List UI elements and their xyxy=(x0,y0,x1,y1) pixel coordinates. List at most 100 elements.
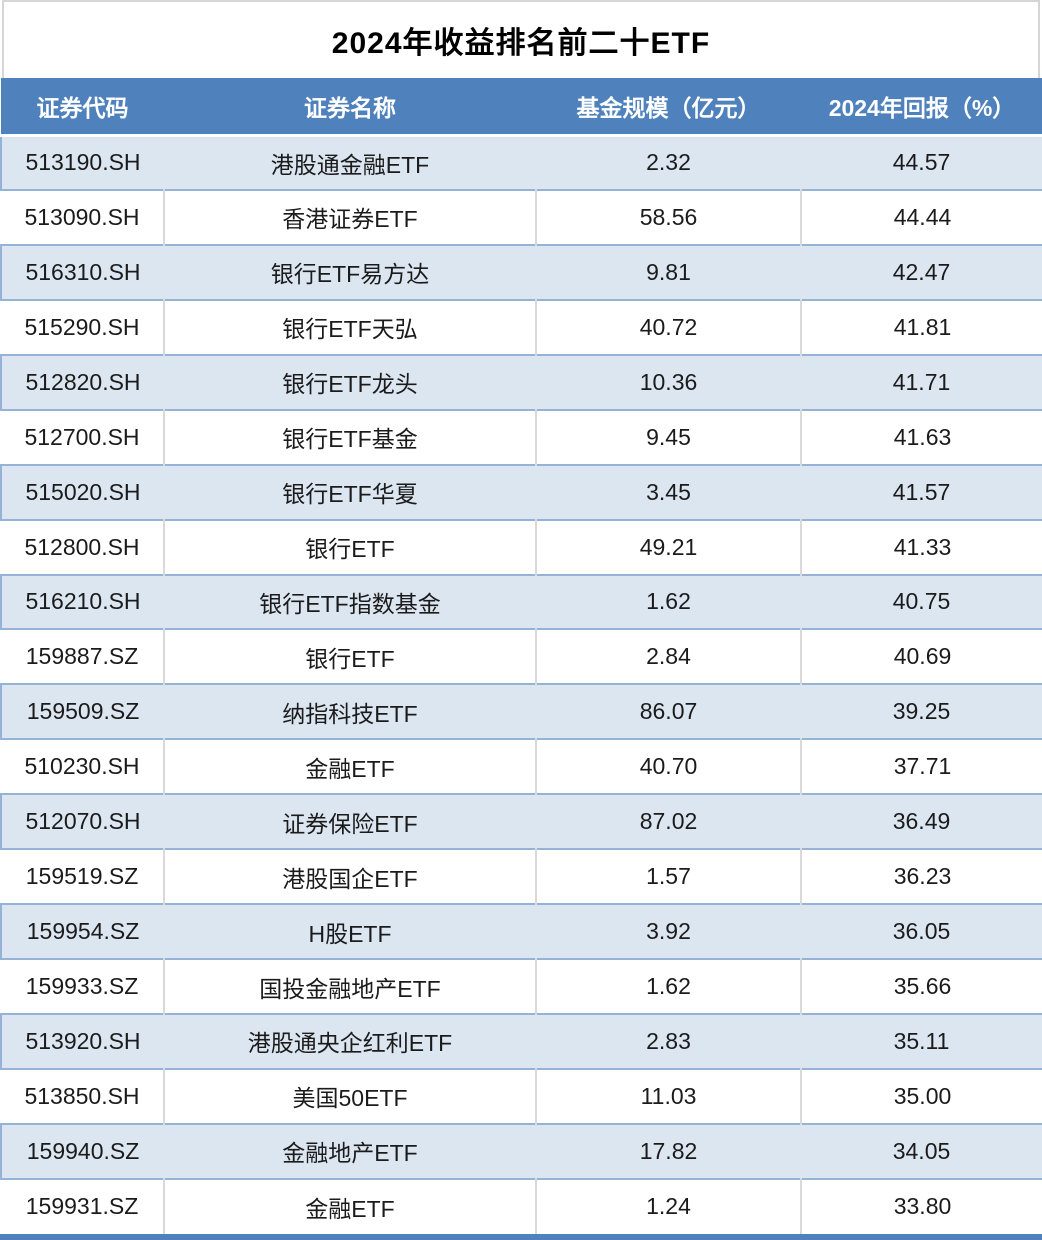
table-row: 516310.SH 银行ETF易方达 9.81 42.47 xyxy=(1,244,1042,300)
cell-return: 41.63 xyxy=(800,409,1042,465)
cell-size: 1.62 xyxy=(535,959,801,1014)
table-row: 512800.SH 银行ETF 49.21 41.33 xyxy=(1,519,1042,575)
table-body: 513190.SH 港股通金融ETF 2.32 44.57 513090.SH … xyxy=(1,135,1042,1234)
cell-size: 40.72 xyxy=(535,299,801,355)
cell-size: 2.83 xyxy=(536,1014,801,1069)
table-row: 512070.SH 证券保险ETF 87.02 36.49 xyxy=(1,794,1042,850)
table-header: 证券代码 证券名称 基金规模（亿元） 2024年回报（%） xyxy=(1,78,1042,135)
cell-code: 159887.SZ xyxy=(1,629,164,685)
cell-name: 银行ETF指数基金 xyxy=(164,574,536,630)
cell-return: 40.69 xyxy=(800,629,1042,685)
column-header-code: 证券代码 xyxy=(1,78,164,135)
cell-code: 513920.SH xyxy=(1,1014,164,1069)
table-row: 512700.SH 银行ETF基金 9.45 41.63 xyxy=(1,409,1042,465)
column-header-name: 证券名称 xyxy=(164,78,536,135)
table-row: 516210.SH 银行ETF指数基金 1.62 40.75 xyxy=(1,574,1042,630)
table-row: 515020.SH 银行ETF华夏 3.45 41.57 xyxy=(1,464,1042,520)
cell-code: 159931.SZ xyxy=(1,1178,164,1234)
cell-code: 516310.SH xyxy=(1,244,164,300)
table-row: 159509.SZ 纳指科技ETF 86.07 39.25 xyxy=(1,684,1042,740)
header-row: 证券代码 证券名称 基金规模（亿元） 2024年回报（%） xyxy=(1,78,1042,135)
title-box: 2024年收益排名前二十ETF xyxy=(2,0,1040,78)
cell-code: 515290.SH xyxy=(1,299,164,355)
table-row: 159931.SZ 金融ETF 1.24 33.80 xyxy=(1,1178,1042,1234)
cell-code: 159519.SZ xyxy=(1,849,164,905)
cell-code: 513850.SH xyxy=(1,1068,164,1124)
cell-name: 港股通金融ETF xyxy=(164,135,536,190)
cell-return: 42.47 xyxy=(801,244,1042,300)
cell-return: 36.05 xyxy=(801,904,1042,960)
cell-name: 银行ETF xyxy=(163,629,536,685)
table-row: 515290.SH 银行ETF天弘 40.72 41.81 xyxy=(1,299,1042,355)
cell-return: 37.71 xyxy=(800,739,1042,795)
cell-size: 1.24 xyxy=(535,1178,801,1234)
cell-name: 金融地产ETF xyxy=(164,1123,536,1179)
cell-return: 36.49 xyxy=(801,794,1042,850)
cell-return: 41.81 xyxy=(800,299,1042,355)
cell-name: 银行ETF易方达 xyxy=(164,244,536,300)
cell-code: 159940.SZ xyxy=(1,1123,164,1179)
cell-code: 159933.SZ xyxy=(1,959,164,1014)
cell-code: 512800.SH xyxy=(1,519,164,575)
etf-ranking-table: 证券代码 证券名称 基金规模（亿元） 2024年回报（%） 513190.SH … xyxy=(0,78,1042,1234)
cell-name: 银行ETF龙头 xyxy=(164,354,536,410)
cell-name: 港股通央企红利ETF xyxy=(164,1014,536,1069)
cell-size: 3.45 xyxy=(536,464,801,520)
cell-name: 国投金融地产ETF xyxy=(163,959,536,1014)
cell-code: 512820.SH xyxy=(1,354,164,410)
cell-size: 1.57 xyxy=(535,849,801,905)
cell-name: 金融ETF xyxy=(163,739,536,795)
cell-name: 港股国企ETF xyxy=(163,849,536,905)
cell-code: 515020.SH xyxy=(1,464,164,520)
cell-size: 2.32 xyxy=(536,135,801,190)
cell-size: 58.56 xyxy=(535,189,801,245)
cell-code: 510230.SH xyxy=(1,739,164,795)
cell-name: H股ETF xyxy=(164,904,536,960)
cell-return: 35.11 xyxy=(801,1014,1042,1069)
cell-code: 513090.SH xyxy=(1,189,164,245)
cell-size: 87.02 xyxy=(536,794,801,850)
cell-size: 11.03 xyxy=(535,1068,801,1124)
cell-code: 159954.SZ xyxy=(1,904,164,960)
cell-name: 银行ETF华夏 xyxy=(164,464,536,520)
table-row: 510230.SH 金融ETF 40.70 37.71 xyxy=(1,739,1042,795)
table-row: 512820.SH 银行ETF龙头 10.36 41.71 xyxy=(1,354,1042,410)
table-row: 159887.SZ 银行ETF 2.84 40.69 xyxy=(1,629,1042,685)
cell-size: 40.70 xyxy=(535,739,801,795)
column-header-size: 基金规模（亿元） xyxy=(536,78,801,135)
cell-code: 512700.SH xyxy=(1,409,164,465)
table-row: 513190.SH 港股通金融ETF 2.32 44.57 xyxy=(1,135,1042,190)
cell-size: 9.81 xyxy=(536,244,801,300)
cell-size: 86.07 xyxy=(536,684,801,740)
bottom-accent-bar xyxy=(0,1234,1042,1240)
table-row: 159519.SZ 港股国企ETF 1.57 36.23 xyxy=(1,849,1042,905)
cell-return: 40.75 xyxy=(801,574,1042,630)
table-row: 159933.SZ 国投金融地产ETF 1.62 35.66 xyxy=(1,959,1042,1014)
cell-name: 美国50ETF xyxy=(163,1068,536,1124)
table-row: 513090.SH 香港证券ETF 58.56 44.44 xyxy=(1,189,1042,245)
cell-size: 2.84 xyxy=(535,629,801,685)
cell-return: 36.23 xyxy=(800,849,1042,905)
cell-name: 纳指科技ETF xyxy=(164,684,536,740)
cell-size: 17.82 xyxy=(536,1123,801,1179)
cell-name: 银行ETF天弘 xyxy=(163,299,536,355)
cell-code: 512070.SH xyxy=(1,794,164,850)
table-row: 513850.SH 美国50ETF 11.03 35.00 xyxy=(1,1068,1042,1124)
cell-return: 35.66 xyxy=(800,959,1042,1014)
table-row: 513920.SH 港股通央企红利ETF 2.83 35.11 xyxy=(1,1014,1042,1069)
cell-return: 35.00 xyxy=(800,1068,1042,1124)
table-row: 159940.SZ 金融地产ETF 17.82 34.05 xyxy=(1,1123,1042,1179)
cell-code: 513190.SH xyxy=(1,135,164,190)
cell-size: 10.36 xyxy=(536,354,801,410)
cell-return: 39.25 xyxy=(801,684,1042,740)
table-row: 159954.SZ H股ETF 3.92 36.05 xyxy=(1,904,1042,960)
cell-size: 3.92 xyxy=(536,904,801,960)
cell-name: 香港证券ETF xyxy=(163,189,536,245)
cell-code: 516210.SH xyxy=(1,574,164,630)
cell-return: 41.57 xyxy=(801,464,1042,520)
cell-return: 44.57 xyxy=(801,135,1042,190)
cell-size: 49.21 xyxy=(535,519,801,575)
cell-name: 银行ETF基金 xyxy=(163,409,536,465)
cell-name: 金融ETF xyxy=(163,1178,536,1234)
